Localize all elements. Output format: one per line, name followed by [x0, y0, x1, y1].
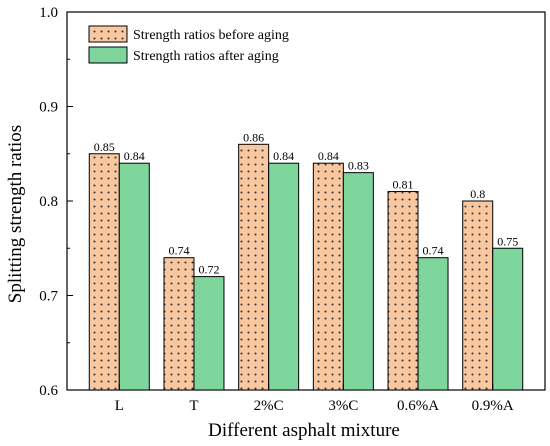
- data-label: 0.85: [94, 140, 115, 154]
- data-labels: 0.85 0.84 0.74 0.72 0.86 0.84 0.84 0.83 0.81 0.74…: [94, 130, 518, 276]
- bar: [193, 276, 225, 391]
- bar: [163, 257, 195, 391]
- data-label: 0.75: [497, 234, 518, 248]
- data-label: 0.72: [198, 263, 219, 277]
- x-tick-label: 2%C: [254, 398, 284, 414]
- bar: [118, 162, 150, 391]
- bar: [387, 191, 419, 391]
- data-label: 0.8: [470, 187, 485, 201]
- y-tick-label: 1.0: [39, 5, 58, 21]
- x-tick-label: 0.9%A: [472, 398, 514, 414]
- bar: [342, 172, 374, 391]
- x-tick-label: T: [189, 398, 198, 414]
- bars: [88, 143, 524, 391]
- bar: [492, 247, 524, 391]
- data-label: 0.86: [243, 130, 264, 144]
- y-tick-label: 0.7: [39, 289, 58, 305]
- legend-label: Strength ratios after aging: [133, 49, 279, 64]
- y-tick-label: 0.8: [39, 194, 58, 210]
- y-tick-label: 0.9: [39, 100, 58, 116]
- bar: [88, 153, 120, 391]
- y-tick-label: 0.6: [39, 383, 58, 399]
- x-tick-label: 0.6%A: [397, 398, 439, 414]
- bar: [268, 162, 300, 391]
- data-label: 0.84: [124, 149, 145, 163]
- legend-label: Strength ratios before aging: [133, 28, 289, 43]
- axes: 0.6 0.7 0.8 0.9 1.0 L T 2%C 3%C 0.6%A 0.9%A: [39, 5, 514, 414]
- bar: [238, 143, 270, 391]
- legend-swatch: [88, 46, 128, 64]
- bar: [417, 257, 449, 391]
- data-label: 0.81: [393, 178, 414, 192]
- x-tick-label: 3%C: [328, 398, 358, 414]
- bar: [462, 200, 494, 391]
- x-axis-title: Different asphalt mixture: [208, 420, 400, 441]
- bar: [312, 162, 344, 391]
- data-label: 0.83: [348, 159, 369, 173]
- x-tick-label: L: [115, 398, 124, 414]
- legend-swatch: [88, 25, 128, 43]
- legend: Strength ratios before aging Strength rat…: [88, 25, 289, 64]
- data-label: 0.74: [168, 244, 189, 258]
- data-label: 0.74: [423, 244, 444, 258]
- data-label: 0.84: [273, 149, 294, 163]
- y-axis-title: Splitting strength ratios: [5, 125, 26, 303]
- data-label: 0.84: [318, 149, 339, 163]
